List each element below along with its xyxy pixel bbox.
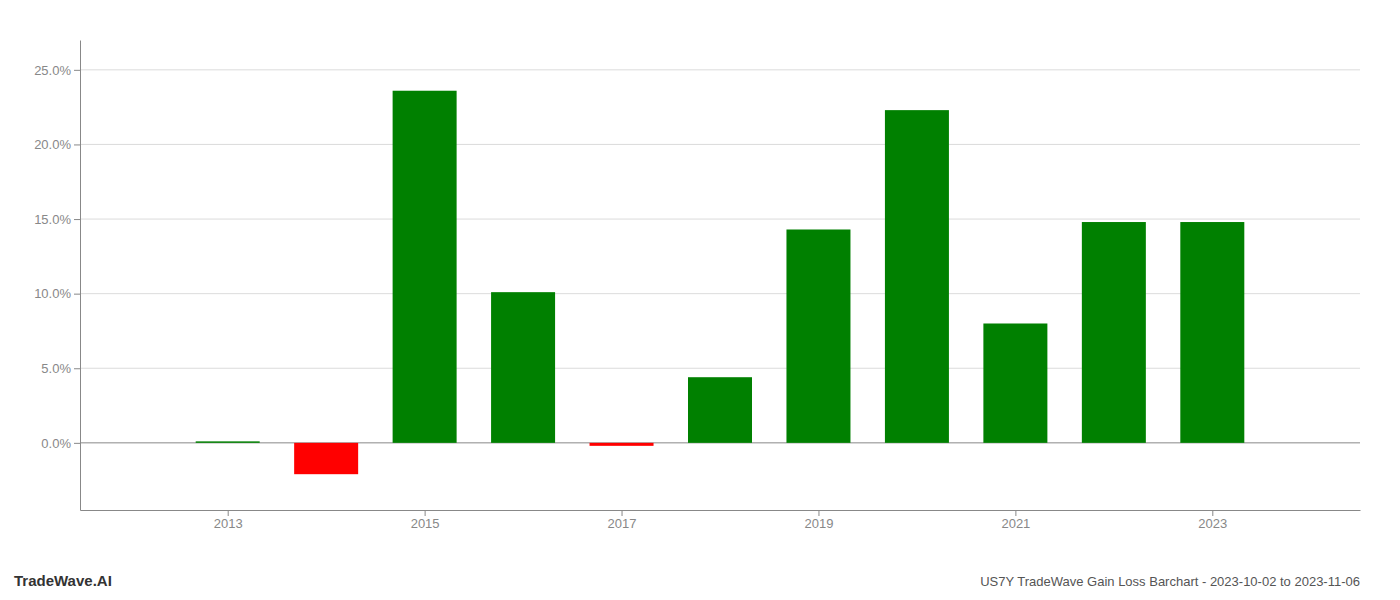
y-tick-mark xyxy=(74,144,80,145)
bar xyxy=(786,229,850,442)
x-tick: 2023 xyxy=(1198,510,1227,531)
y-tick: 5.0% xyxy=(41,361,80,376)
x-tick-mark xyxy=(1015,510,1016,516)
grid-line xyxy=(80,69,1360,70)
x-tick: 2019 xyxy=(805,510,834,531)
chart: 0.0% 5.0% 10.0% 15.0% 20.0% 25.0% 2013 2015 2017… xyxy=(0,0,1400,600)
grid-line xyxy=(80,219,1360,220)
bar xyxy=(688,377,752,443)
y-tick-label: 10.0% xyxy=(34,286,71,301)
y-tick-mark xyxy=(74,70,80,71)
y-tick: 10.0% xyxy=(34,286,80,301)
watermark: TradeWave.AI xyxy=(14,572,112,589)
x-axis-line xyxy=(81,510,1361,511)
y-tick: 25.0% xyxy=(34,63,80,78)
bars xyxy=(196,91,1245,474)
title: US7Y TradeWave Gain Loss Barchart - 2023… xyxy=(980,574,1360,589)
grid-line xyxy=(80,293,1360,294)
y-tick-mark xyxy=(74,294,80,295)
grid xyxy=(80,70,1360,443)
bar xyxy=(1082,222,1146,443)
bar xyxy=(983,323,1047,442)
grid-line xyxy=(80,368,1360,369)
bar xyxy=(590,443,654,446)
x-tick-label: 2023 xyxy=(1198,516,1227,531)
y-tick-mark xyxy=(74,219,80,220)
x-tick-label: 2013 xyxy=(214,516,243,531)
y-tick: 0.0% xyxy=(41,436,80,451)
y-tick-label: 5.0% xyxy=(41,361,71,376)
y-tick-mark xyxy=(74,368,80,369)
x-tick-mark xyxy=(622,510,623,516)
x-tick-mark xyxy=(425,510,426,516)
x-tick-label: 2019 xyxy=(805,516,834,531)
y-tick: 20.0% xyxy=(34,137,80,152)
y-axis: 0.0% 5.0% 10.0% 15.0% 20.0% 25.0% xyxy=(34,41,80,511)
bar xyxy=(294,443,358,474)
x-tick-mark xyxy=(228,510,229,516)
bar xyxy=(885,110,949,443)
x-tick: 2021 xyxy=(1001,510,1030,531)
x-tick-mark xyxy=(1212,510,1213,516)
bar xyxy=(491,292,555,443)
x-tick-label: 2021 xyxy=(1001,516,1030,531)
y-tick: 15.0% xyxy=(34,212,80,227)
y-tick-label: 15.0% xyxy=(34,212,71,227)
x-tick: 2013 xyxy=(214,510,243,531)
grid-line xyxy=(80,144,1360,145)
bar xyxy=(1180,222,1244,443)
bar xyxy=(196,441,260,442)
x-tick-label: 2015 xyxy=(411,516,440,531)
x-tick: 2017 xyxy=(608,510,637,531)
x-tick: 2015 xyxy=(411,510,440,531)
y-axis-line xyxy=(80,41,81,511)
x-tick-label: 2017 xyxy=(608,516,637,531)
y-tick-label: 20.0% xyxy=(34,137,71,152)
x-tick-mark xyxy=(818,510,819,516)
y-tick-mark xyxy=(74,443,80,444)
bar xyxy=(393,91,457,443)
y-tick-label: 0.0% xyxy=(41,436,71,451)
y-tick-label: 25.0% xyxy=(34,63,71,78)
x-axis: 2013 2015 2017 2019 2021 2023 xyxy=(81,510,1361,531)
